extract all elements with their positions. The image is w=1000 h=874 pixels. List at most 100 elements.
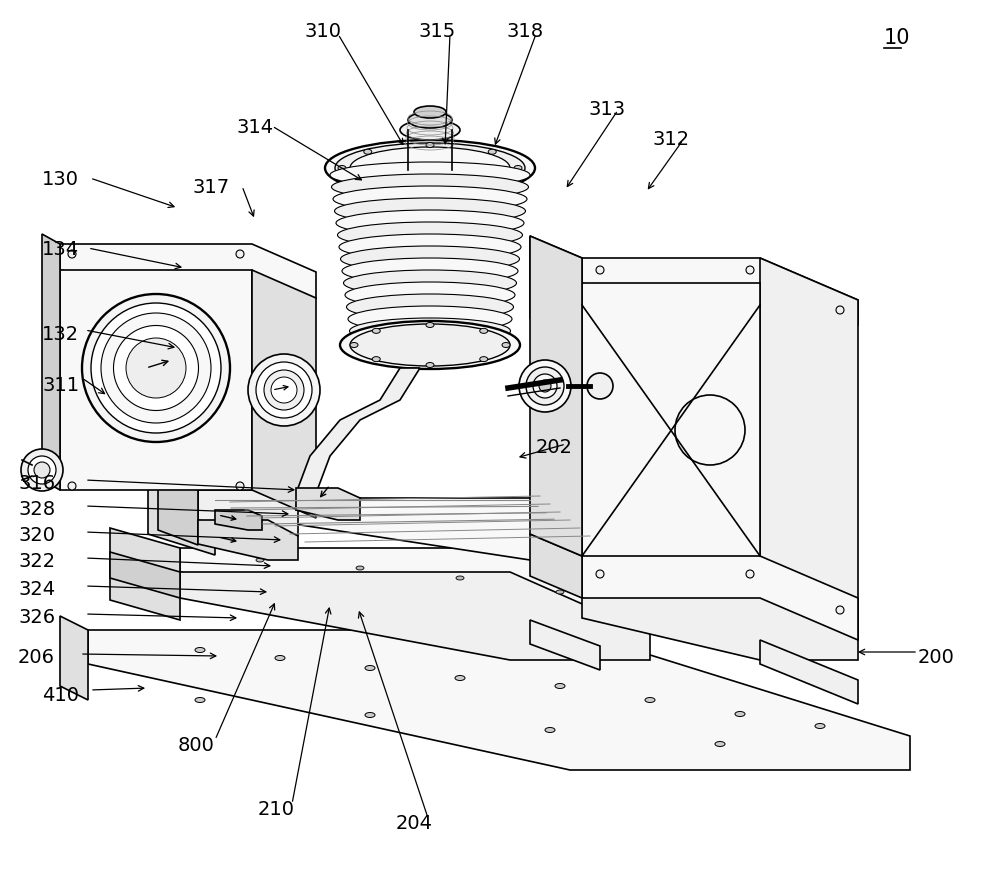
- Polygon shape: [760, 258, 858, 640]
- Ellipse shape: [815, 724, 825, 729]
- Ellipse shape: [616, 598, 624, 602]
- Polygon shape: [42, 234, 60, 490]
- Polygon shape: [60, 244, 316, 298]
- Ellipse shape: [336, 210, 524, 236]
- Text: 130: 130: [42, 170, 79, 189]
- Ellipse shape: [271, 377, 297, 403]
- Ellipse shape: [350, 324, 510, 366]
- Ellipse shape: [333, 186, 527, 212]
- Polygon shape: [60, 616, 88, 700]
- Polygon shape: [252, 270, 316, 518]
- Polygon shape: [530, 620, 600, 670]
- Ellipse shape: [344, 270, 516, 296]
- Ellipse shape: [456, 576, 464, 580]
- Ellipse shape: [587, 373, 613, 399]
- Ellipse shape: [350, 343, 358, 348]
- Ellipse shape: [335, 143, 525, 193]
- Polygon shape: [110, 552, 180, 598]
- Ellipse shape: [332, 174, 528, 200]
- Ellipse shape: [68, 482, 76, 490]
- Ellipse shape: [545, 727, 555, 732]
- Polygon shape: [60, 270, 252, 490]
- Ellipse shape: [356, 566, 364, 570]
- Text: 310: 310: [305, 22, 342, 41]
- Polygon shape: [148, 477, 215, 555]
- Ellipse shape: [426, 189, 434, 193]
- Text: 320: 320: [18, 526, 55, 545]
- Ellipse shape: [365, 712, 375, 718]
- Ellipse shape: [426, 323, 434, 328]
- Ellipse shape: [350, 318, 511, 344]
- Ellipse shape: [372, 329, 380, 333]
- Ellipse shape: [338, 222, 522, 248]
- Text: 210: 210: [258, 800, 295, 819]
- Polygon shape: [760, 640, 858, 704]
- Ellipse shape: [555, 683, 565, 689]
- Ellipse shape: [364, 149, 372, 154]
- Ellipse shape: [836, 606, 844, 614]
- Ellipse shape: [414, 106, 446, 118]
- Ellipse shape: [264, 370, 304, 410]
- Polygon shape: [582, 598, 858, 660]
- Ellipse shape: [91, 303, 221, 433]
- Ellipse shape: [556, 590, 564, 594]
- Polygon shape: [198, 490, 298, 536]
- Polygon shape: [582, 556, 858, 640]
- Polygon shape: [530, 236, 582, 340]
- Ellipse shape: [645, 697, 655, 703]
- Ellipse shape: [126, 338, 186, 398]
- Ellipse shape: [426, 142, 434, 148]
- Text: 134: 134: [42, 240, 79, 259]
- Polygon shape: [296, 368, 420, 510]
- Ellipse shape: [68, 250, 76, 258]
- Text: 317: 317: [192, 178, 229, 197]
- Ellipse shape: [526, 367, 564, 405]
- Polygon shape: [582, 258, 858, 325]
- Polygon shape: [296, 488, 360, 520]
- Polygon shape: [110, 528, 180, 620]
- Text: 202: 202: [536, 438, 573, 457]
- Ellipse shape: [372, 357, 380, 362]
- Ellipse shape: [101, 313, 211, 423]
- Ellipse shape: [248, 354, 320, 426]
- Ellipse shape: [236, 250, 244, 258]
- Ellipse shape: [325, 140, 535, 196]
- Ellipse shape: [34, 462, 50, 478]
- Ellipse shape: [502, 343, 510, 348]
- Ellipse shape: [596, 266, 604, 274]
- Text: 206: 206: [18, 648, 55, 667]
- Text: 410: 410: [42, 686, 79, 705]
- Text: 132: 132: [42, 325, 79, 344]
- Ellipse shape: [256, 558, 264, 562]
- Text: 315: 315: [418, 22, 455, 41]
- Ellipse shape: [340, 246, 520, 272]
- Ellipse shape: [746, 266, 754, 274]
- Ellipse shape: [480, 329, 488, 333]
- Ellipse shape: [539, 380, 551, 392]
- Ellipse shape: [345, 282, 515, 308]
- Ellipse shape: [735, 711, 745, 717]
- Text: 326: 326: [18, 608, 55, 627]
- Ellipse shape: [114, 325, 198, 411]
- Ellipse shape: [480, 357, 488, 362]
- Ellipse shape: [408, 112, 452, 128]
- Polygon shape: [198, 520, 298, 560]
- Text: 313: 313: [588, 100, 625, 119]
- Ellipse shape: [342, 258, 518, 284]
- Ellipse shape: [340, 321, 520, 369]
- Ellipse shape: [455, 676, 465, 681]
- Ellipse shape: [236, 482, 244, 490]
- Ellipse shape: [488, 182, 496, 187]
- Ellipse shape: [339, 234, 521, 260]
- Ellipse shape: [330, 162, 530, 188]
- Ellipse shape: [519, 360, 571, 412]
- Text: 318: 318: [506, 22, 543, 41]
- Ellipse shape: [364, 182, 372, 187]
- Text: 324: 324: [18, 580, 55, 599]
- Ellipse shape: [256, 362, 312, 418]
- Text: 316: 316: [18, 474, 55, 493]
- Ellipse shape: [275, 656, 285, 661]
- Text: 800: 800: [178, 736, 215, 755]
- Text: 312: 312: [653, 130, 690, 149]
- Ellipse shape: [28, 456, 56, 484]
